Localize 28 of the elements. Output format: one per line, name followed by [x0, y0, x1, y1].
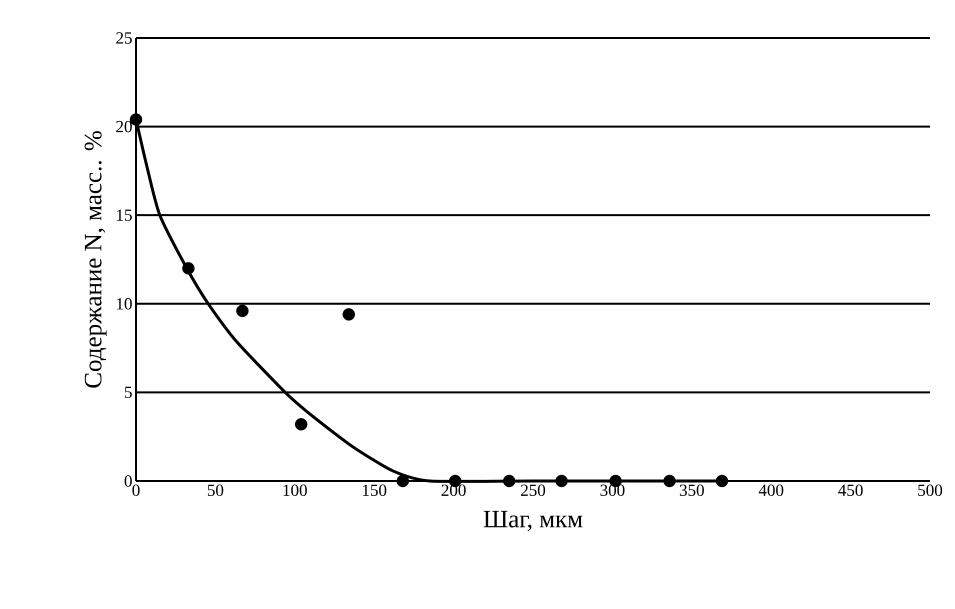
- y-tick-label: 10: [116, 298, 132, 310]
- x-tick-label: 500: [918, 484, 942, 496]
- point: [342, 308, 355, 321]
- x-tick-label: 0: [132, 484, 140, 496]
- x-tick-label: 350: [680, 484, 704, 496]
- y-tick-label: 20: [116, 120, 132, 132]
- y-axis-title: Содержание N, масс.. %: [84, 131, 107, 388]
- point: [182, 262, 195, 275]
- x-tick-label: 100: [284, 484, 307, 496]
- x-axis-title: Шаг, мкм: [484, 510, 582, 532]
- point: [716, 474, 728, 488]
- x-tick-label: 200: [442, 484, 466, 496]
- x-tick-label: 450: [838, 484, 863, 496]
- point: [294, 418, 308, 430]
- y-tick-label: 5: [124, 386, 132, 398]
- x-tick-label: 300: [600, 484, 625, 496]
- y-tick-label: 25: [116, 32, 132, 44]
- y-tick-label: 15: [116, 209, 132, 221]
- point: [555, 474, 568, 488]
- x-tick-label: 150: [362, 484, 386, 496]
- point: [396, 474, 409, 488]
- y-tick-label: 0: [124, 475, 132, 487]
- x-tick-label: 50: [208, 484, 224, 496]
- x-tick-label: 400: [758, 484, 784, 496]
- point: [502, 474, 516, 488]
- x-tick-label: 250: [521, 484, 546, 496]
- point: [236, 304, 249, 318]
- point: [663, 474, 676, 488]
